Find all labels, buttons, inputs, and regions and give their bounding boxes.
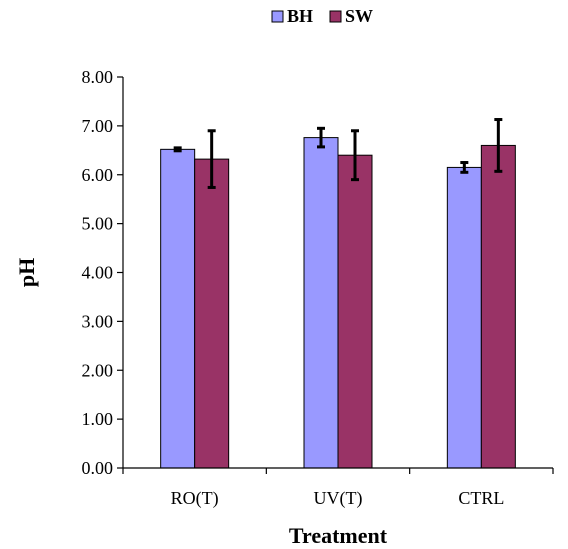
- y-tick-label: 7.00: [82, 116, 114, 136]
- y-axis-title: pH: [14, 258, 39, 287]
- legend-swatch: [271, 10, 284, 23]
- legend: BH SW: [271, 6, 373, 26]
- legend-label: SW: [345, 6, 373, 26]
- x-axis-ticks: RO(T) UV(T) CTRL: [122, 468, 554, 509]
- legend-label: BH: [287, 6, 313, 26]
- x-tick-label: UV(T): [314, 488, 363, 509]
- y-tick-label: 3.00: [82, 311, 114, 331]
- x-tick-label: RO(T): [171, 488, 219, 509]
- x-tick-label: CTRL: [458, 488, 504, 508]
- y-tick-label: 8.00: [82, 67, 114, 87]
- y-tick-label: 4.00: [82, 263, 114, 283]
- y-tick-label: 2.00: [82, 360, 114, 380]
- y-tick-label: 0.00: [82, 458, 114, 478]
- error-bar-sw: [494, 118, 503, 173]
- error-bar-bh: [460, 161, 469, 174]
- bar-bh: [446, 166, 482, 469]
- legend-item-bh: BH: [271, 6, 313, 26]
- error-bar-bh: [317, 126, 325, 149]
- y-tick-label: 1.00: [82, 409, 114, 429]
- y-tick-label: 5.00: [82, 214, 114, 234]
- error-bar-bh: [173, 146, 182, 153]
- error-bar-sw: [207, 129, 216, 189]
- legend-swatch: [329, 10, 342, 23]
- y-axis-ticks: 0.00 1.00 2.00 3.00 4.00 5.00 6.00 7.00 8.00: [82, 67, 123, 478]
- error-bars: [173, 118, 503, 189]
- bar-sw: [194, 158, 230, 469]
- x-axis-title: Treatment: [289, 523, 388, 548]
- bar-bh: [303, 137, 339, 469]
- bar-sw: [480, 144, 516, 469]
- error-bar-sw: [351, 129, 359, 182]
- y-tick-label: 6.00: [82, 165, 114, 185]
- bar-sw: [337, 154, 373, 469]
- bar-bh: [160, 148, 196, 469]
- legend-item-sw: SW: [329, 6, 373, 26]
- bars: [160, 137, 516, 469]
